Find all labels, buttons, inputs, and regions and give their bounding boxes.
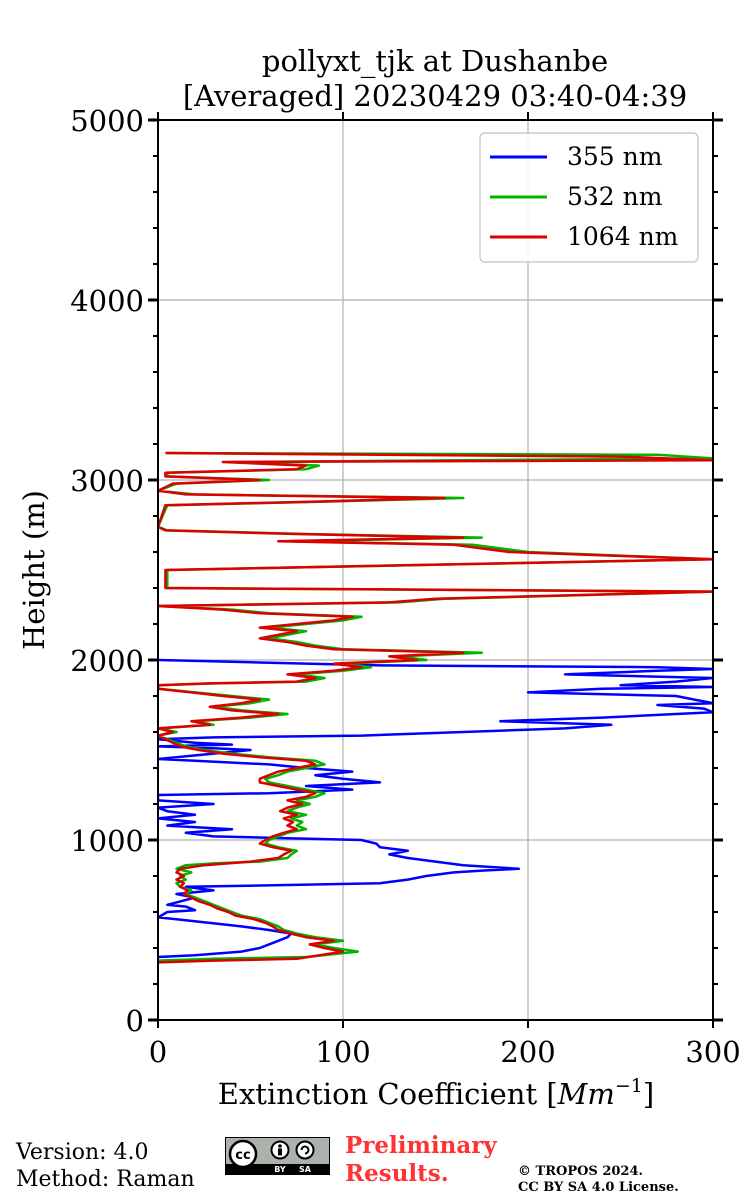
y-tick-label-3000: 3000: [70, 464, 144, 498]
x-tick-label-0: 0: [149, 1035, 167, 1069]
preliminary-line-1: Preliminary: [345, 1132, 497, 1159]
chart-title-line-1: pollyxt_tjk at Dushanbe: [262, 44, 608, 79]
chart-title-line-2: [Averaged] 20230429 03:40-04:39: [183, 79, 687, 113]
x-axis-label-unit: Mm: [557, 1077, 615, 1111]
preliminary-line-2: Results.: [345, 1160, 449, 1187]
y-tick-label-5000: 5000: [70, 104, 144, 138]
extinction-chart: pollyxt_tjk at Dushanbe [Averaged] 20230…: [17, 44, 741, 1111]
x-axis-label-close: ]: [643, 1077, 654, 1111]
legend-box: [479, 132, 699, 263]
preliminary-results-notice: Preliminary Results.: [345, 1132, 497, 1188]
cc-label: cc: [235, 1148, 250, 1163]
plot-frame: [157, 119, 714, 1021]
y-tick-label-4000: 4000: [70, 284, 144, 318]
cc-by-sa-license-badge: cc BY SA: [225, 1137, 330, 1175]
method-label: Method: Raman: [16, 1167, 195, 1192]
axis-ticks: [148, 112, 723, 1028]
x-tick-label-200: 200: [500, 1035, 555, 1069]
x-axis-label-exponent: −1: [615, 1075, 643, 1097]
x-axis-label: Extinction Coefficient [Mm−1]: [218, 1075, 654, 1111]
share-alike-icon: [295, 1140, 315, 1160]
cc-sa-text: SA: [299, 1165, 312, 1174]
series-lines: [158, 451, 713, 964]
y-tick-label-0: 0: [126, 1004, 144, 1038]
legend-label-355: 355 nm: [567, 142, 663, 171]
legend: 355 nm 532 nm 1064 nm: [479, 132, 699, 263]
copyright-notice: © TROPOS 2024. CC BY SA 4.0 License.: [518, 1164, 679, 1196]
x-tick-label-100: 100: [315, 1035, 370, 1069]
y-axis-label: Height (m): [17, 490, 51, 650]
x-axis-label-text: Extinction Coefficient [: [218, 1077, 558, 1111]
copyright-line-1: © TROPOS 2024.: [518, 1164, 644, 1179]
series-line-532-nm: [158, 451, 713, 962]
legend-label-532: 532 nm: [567, 182, 663, 211]
copyright-line-2: CC BY SA 4.0 License.: [518, 1180, 679, 1195]
series-line-355-nm: [158, 658, 713, 959]
y-tick-label-2000: 2000: [70, 644, 144, 678]
x-tick-label-300: 300: [685, 1035, 740, 1069]
series-line-1064-nm: [158, 451, 713, 964]
cc-by-text: BY: [274, 1165, 286, 1174]
version-label: Version: 4.0: [16, 1140, 149, 1165]
legend-label-1064: 1064 nm: [567, 222, 679, 251]
y-tick-label-1000: 1000: [70, 824, 144, 858]
